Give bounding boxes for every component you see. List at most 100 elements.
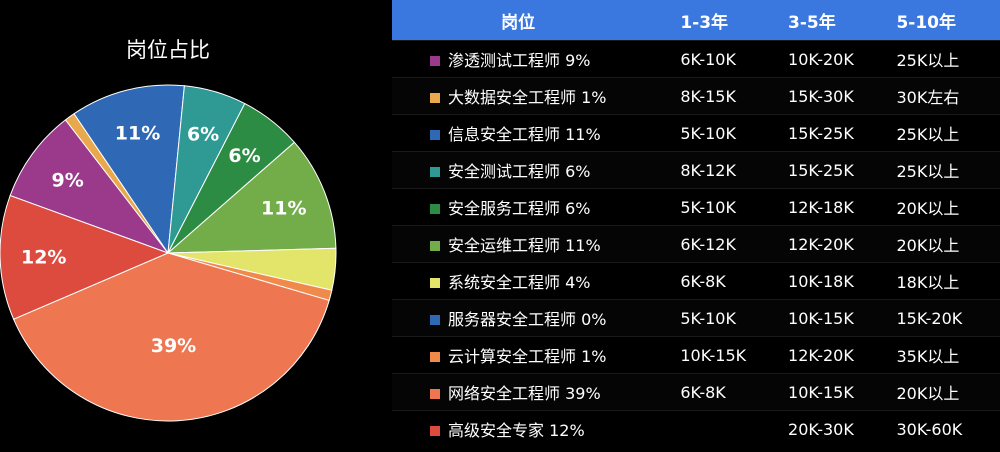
position-name: 信息安全工程师 11% [448,125,601,144]
position-name: 安全服务工程师 6% [448,199,591,218]
position-name: 高级安全专家 12% [448,421,585,440]
table-row: 网络安全工程师 39% 6K-8K 10K-15K 20K以上 [392,373,1000,410]
table-row: 安全服务工程师 6% 5K-10K 12K-18K 20K以上 [392,188,1000,225]
position-name: 大数据安全工程师 1% [448,88,607,107]
salary-5-10-years: 25K以上 [880,151,1000,188]
position-cell: 服务器安全工程师 0% [392,299,665,336]
position-name: 安全测试工程师 6% [448,162,591,181]
position-cell: 渗透测试工程师 9% [392,40,665,77]
position-cell: 网络安全工程师 39% [392,373,665,410]
pie-slice [0,194,170,320]
salary-1-3-years: 6K-8K [664,262,773,299]
salary-1-3-years: 6K-12K [664,225,773,262]
salary-3-5-years: 15K-30K [772,77,881,114]
position-cell: 高级安全专家 12% [392,410,665,447]
table-row: 大数据安全工程师 1% 8K-15K 15K-30K 30K左右 [392,77,1000,114]
slice-label: 11% [261,198,306,220]
salary-3-5-years: 10K-15K [772,373,881,410]
position-cell: 系统安全工程师 4% [392,262,665,299]
salary-1-3-years: 5K-10K [664,188,773,225]
legend-swatch [430,388,440,399]
salary-5-10-years: 15K-20K [880,299,1000,336]
salary-5-10-years: 20K以上 [880,188,1000,225]
table-row: 系统安全工程师 4% 6K-8K 10K-18K 18K以上 [392,262,1000,299]
slice-label: 11% [115,122,160,144]
salary-5-10-years: 18K以上 [880,262,1000,299]
legend-swatch [430,129,440,140]
table-row: 服务器安全工程师 0% 5K-10K 10K-15K 15K-20K [392,299,1000,336]
salary-3-5-years: 12K-20K [772,225,881,262]
legend-swatch [430,277,440,288]
position-cell: 安全运维工程师 11% [392,225,665,262]
slice-label: 39% [151,335,196,357]
pie-chart-panel: 岗位占比 9% 11% 6% 6% 11% 39% 12% [0,0,392,452]
table-header-row: 岗位 1-3年 3-5年 5-10年 [392,0,1000,40]
header-position: 岗位 [392,0,665,40]
salary-3-5-years: 15K-25K [772,151,881,188]
legend-swatch [430,425,440,436]
table-row: 安全运维工程师 11% 6K-12K 12K-20K 20K以上 [392,225,1000,262]
salary-3-5-years: 15K-25K [772,114,881,151]
pie-slice [166,141,337,254]
position-name: 网络安全工程师 39% [448,384,601,403]
position-cell: 云计算安全工程师 1% [392,336,665,373]
salary-table-panel: 岗位 1-3年 3-5年 5-10年 渗透测试工程师 9% 6K-10K 10K-2… [392,0,1000,452]
salary-1-3-years: 8K-12K [664,151,773,188]
position-cell: 信息安全工程师 11% [392,114,665,151]
position-name: 服务器安全工程师 0% [448,310,607,329]
pie-chart: 9% 11% 6% 6% 11% 39% 12% [0,84,337,422]
position-name: 渗透测试工程师 9% [448,51,591,70]
salary-1-3-years: 8K-15K [664,77,773,114]
table-row: 高级安全专家 12% 20K-30K 30K-60K [392,410,1000,447]
legend-swatch [430,351,440,362]
header-5-10-years: 5-10年 [880,0,1000,40]
position-name: 云计算安全工程师 1% [448,347,607,366]
slice-label: 9% [52,170,84,192]
salary-5-10-years: 25K以上 [880,114,1000,151]
salary-3-5-years: 12K-18K [772,188,881,225]
table-row: 渗透测试工程师 9% 6K-10K 10K-20K 25K以上 [392,40,1000,77]
salary-3-5-years: 10K-18K [772,262,881,299]
salary-table: 岗位 1-3年 3-5年 5-10年 渗透测试工程师 9% 6K-10K 10K-2… [392,0,1000,447]
salary-1-3-years: 5K-10K [664,299,773,336]
position-cell: 大数据安全工程师 1% [392,77,665,114]
slice-label: 6% [187,124,219,146]
slice-label: 6% [228,145,260,167]
position-name: 系统安全工程师 4% [448,273,591,292]
salary-5-10-years: 25K以上 [880,40,1000,77]
legend-swatch [430,203,440,214]
table-row: 安全测试工程师 6% 8K-12K 15K-25K 25K以上 [392,151,1000,188]
salary-3-5-years: 10K-20K [772,40,881,77]
legend-swatch [430,240,440,251]
pie-slice [12,252,330,422]
chart-title: 岗位占比 [126,38,210,62]
table-row: 信息安全工程师 11% 5K-10K 15K-25K 25K以上 [392,114,1000,151]
pie-slice [73,84,185,255]
salary-1-3-years [664,410,773,447]
salary-5-10-years: 35K以上 [880,336,1000,373]
salary-1-3-years: 10K-15K [664,336,773,373]
salary-5-10-years: 20K以上 [880,373,1000,410]
salary-1-3-years: 5K-10K [664,114,773,151]
header-3-5-years: 3-5年 [772,0,881,40]
salary-5-10-years: 30K左右 [880,77,1000,114]
table-body: 渗透测试工程师 9% 6K-10K 10K-20K 25K以上 大数据安全工程师 1% 8… [392,40,1000,447]
salary-5-10-years: 30K-60K [880,410,1000,447]
legend-swatch [430,55,440,66]
header-1-3-years: 1-3年 [664,0,773,40]
salary-5-10-years: 20K以上 [880,225,1000,262]
salary-3-5-years: 20K-30K [772,410,881,447]
legend-swatch [430,92,440,103]
legend-swatch [430,314,440,325]
salary-3-5-years: 10K-15K [772,299,881,336]
table-row: 云计算安全工程师 1% 10K-15K 12K-20K 35K以上 [392,336,1000,373]
slice-label: 12% [21,246,66,268]
salary-3-5-years: 12K-20K [772,336,881,373]
position-name: 安全运维工程师 11% [448,236,601,255]
legend-swatch [430,166,440,177]
position-cell: 安全测试工程师 6% [392,151,665,188]
position-cell: 安全服务工程师 6% [392,188,665,225]
salary-1-3-years: 6K-8K [664,373,773,410]
salary-1-3-years: 6K-10K [664,40,773,77]
pie-slice [9,119,170,255]
